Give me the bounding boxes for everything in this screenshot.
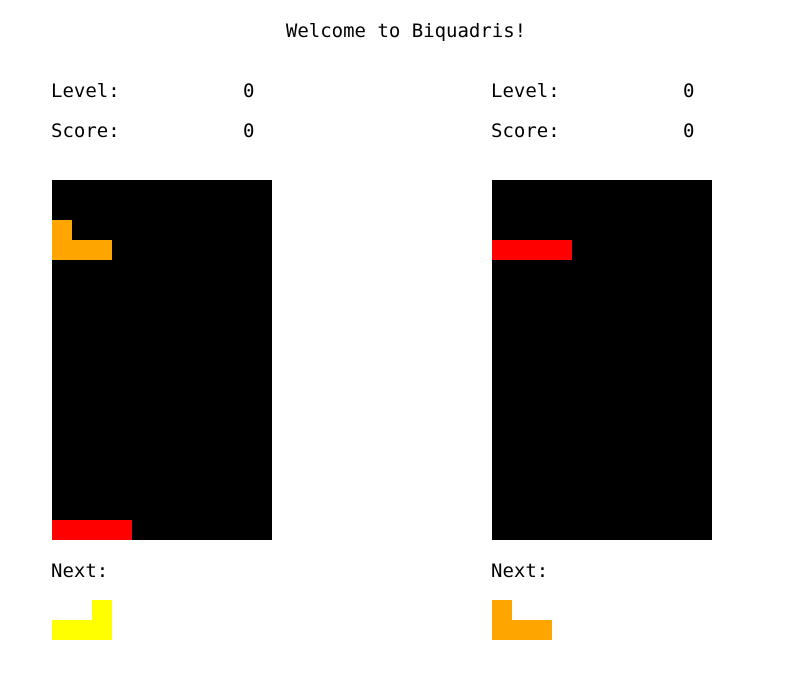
player-2-board bbox=[492, 180, 712, 540]
board-cell-red bbox=[72, 520, 92, 540]
player-2-next-piece bbox=[492, 600, 572, 640]
next-piece-cell bbox=[72, 620, 92, 640]
next-piece-cell bbox=[512, 620, 532, 640]
score-label: Score: bbox=[51, 120, 120, 142]
player-1-next-piece bbox=[52, 600, 132, 640]
score-value: 0 bbox=[683, 120, 695, 142]
board-cell-red bbox=[552, 240, 572, 260]
next-piece-cell bbox=[532, 620, 552, 640]
score-label: Score: bbox=[491, 120, 560, 142]
next-piece-cell bbox=[92, 600, 112, 620]
board-cell-orange bbox=[52, 220, 72, 240]
board-cell-red bbox=[512, 240, 532, 260]
next-piece-cell bbox=[492, 600, 512, 620]
board-cell-red bbox=[112, 520, 132, 540]
board-cell-orange bbox=[92, 240, 112, 260]
player-1-board bbox=[52, 180, 272, 540]
level-label: Level: bbox=[51, 80, 120, 102]
level-value: 0 bbox=[243, 80, 255, 102]
level-label: Level: bbox=[491, 80, 560, 102]
next-piece-cell bbox=[492, 620, 512, 640]
level-value: 0 bbox=[683, 80, 695, 102]
next-label: Next: bbox=[51, 560, 109, 582]
score-value: 0 bbox=[243, 120, 255, 142]
player-1-panel: Level: 0 Score: 0 Next: bbox=[51, 80, 311, 680]
board-cell-red bbox=[52, 520, 72, 540]
next-piece-cell bbox=[92, 620, 112, 640]
player-2-panel: Level: 0 Score: 0 Next: bbox=[491, 80, 751, 680]
next-label: Next: bbox=[491, 560, 549, 582]
next-piece-cell bbox=[52, 620, 72, 640]
board-cell-red bbox=[532, 240, 552, 260]
board-cell-red bbox=[92, 520, 112, 540]
game-title: Welcome to Biquadris! bbox=[285, 20, 527, 42]
board-cell-orange bbox=[52, 240, 72, 260]
board-cell-orange bbox=[72, 240, 92, 260]
board-cell-red bbox=[492, 240, 512, 260]
